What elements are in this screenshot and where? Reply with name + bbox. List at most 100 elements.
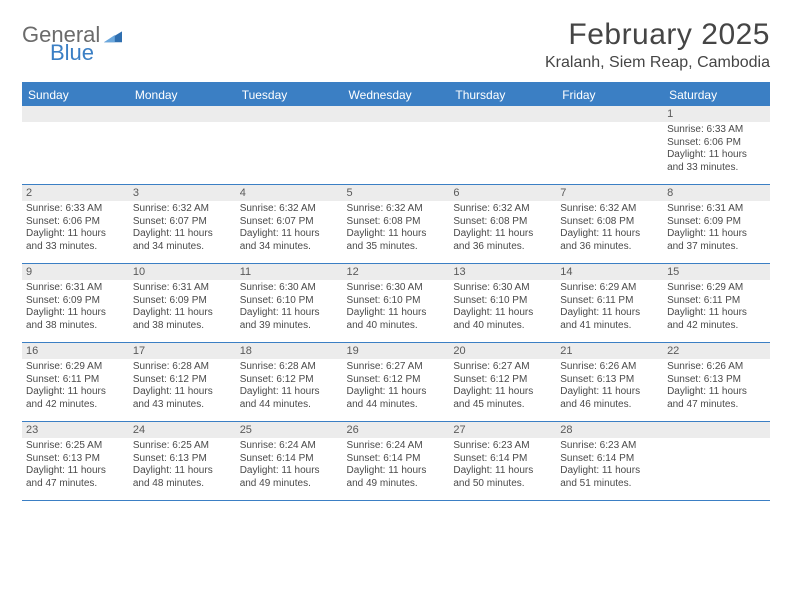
day-number: 8 [663,185,770,201]
calendar-cell: 9Sunrise: 6:31 AMSunset: 6:09 PMDaylight… [22,264,129,343]
calendar-cell: 16Sunrise: 6:29 AMSunset: 6:11 PMDayligh… [22,343,129,422]
daylight-line: Daylight: 11 hours and 49 minutes. [347,465,446,490]
day-details [449,122,556,174]
calendar-cell: 1Sunrise: 6:33 AMSunset: 6:06 PMDaylight… [663,106,770,185]
title-block: February 2025 Kralanh, Siem Reap, Cambod… [545,18,770,72]
day-number: 12 [343,264,450,280]
sunrise-line: Sunrise: 6:30 AM [240,282,339,295]
day-details: Sunrise: 6:32 AMSunset: 6:08 PMDaylight:… [556,201,663,263]
day-number: 11 [236,264,343,280]
daylight-line: Daylight: 11 hours and 41 minutes. [560,307,659,332]
sunrise-line: Sunrise: 6:24 AM [240,440,339,453]
daylight-line: Daylight: 11 hours and 48 minutes. [133,465,232,490]
day-details: Sunrise: 6:27 AMSunset: 6:12 PMDaylight:… [343,359,450,421]
day-details: Sunrise: 6:29 AMSunset: 6:11 PMDaylight:… [556,280,663,342]
day-details: Sunrise: 6:23 AMSunset: 6:14 PMDaylight:… [449,438,556,500]
day-number: 19 [343,343,450,359]
sunrise-line: Sunrise: 6:26 AM [667,361,766,374]
day-number [556,106,663,122]
day-number: 20 [449,343,556,359]
day-number: 28 [556,422,663,438]
day-number: 2 [22,185,129,201]
sunset-line: Sunset: 6:08 PM [347,216,446,229]
day-number: 16 [22,343,129,359]
daylight-line: Daylight: 11 hours and 39 minutes. [240,307,339,332]
day-number: 9 [22,264,129,280]
calendar-row: 9 Sunrise: 6:31 AM Sunset: 6:09 PM Daylight… [22,264,770,343]
logo: GeneralBlue [22,18,124,64]
day-number: 21 [556,343,663,359]
day-header: Thursday [449,83,556,106]
calendar-row: 16Sunrise: 6:29 AMSunset: 6:11 PMDayligh… [22,343,770,422]
daylight-line: Daylight: 11 hours and 33 minutes. [26,228,125,253]
sunset-line: Sunset: 6:14 PM [240,453,339,466]
sunset-line: Sunset: 6:12 PM [240,374,339,387]
calendar-cell: 20Sunrise: 6:27 AMSunset: 6:12 PMDayligh… [449,343,556,422]
day-details: Sunrise: 6:30 AMSunset: 6:10 PMDaylight:… [449,280,556,342]
sunset-line: Sunset: 6:08 PM [453,216,552,229]
day-details: Sunrise: 6:29 AMSunset: 6:11 PMDaylight:… [22,359,129,421]
sunrise-line: Sunrise: 6:30 AM [453,282,552,295]
calendar-cell: 23Sunrise: 6:25 AMSunset: 6:13 PMDayligh… [22,422,129,501]
calendar-table: SundayMondayTuesdayWednesdayThursdayFrid… [22,82,770,501]
calendar-cell-empty [343,106,450,185]
page-title: February 2025 [545,18,770,52]
daylight-line: Daylight: 11 hours and 40 minutes. [347,307,446,332]
sunrise-line: Sunrise: 6:29 AM [667,282,766,295]
sunrise-line: Sunrise: 6:32 AM [133,203,232,216]
day-number: 5 [343,185,450,201]
calendar-cell: 6Sunrise: 6:32 AMSunset: 6:08 PMDaylight… [449,185,556,264]
day-number: 18 [236,343,343,359]
calendar-cell: 24Sunrise: 6:25 AMSunset: 6:13 PMDayligh… [129,422,236,501]
calendar-cell: 25Sunrise: 6:24 AMSunset: 6:14 PMDayligh… [236,422,343,501]
calendar-cell: 7Sunrise: 6:32 AMSunset: 6:08 PMDaylight… [556,185,663,264]
sunset-line: Sunset: 6:12 PM [453,374,552,387]
day-details [236,122,343,174]
daylight-line: Daylight: 11 hours and 50 minutes. [453,465,552,490]
daylight-line: Daylight: 11 hours and 43 minutes. [133,386,232,411]
calendar-cell: 21Sunrise: 6:26 AMSunset: 6:13 PMDayligh… [556,343,663,422]
calendar-cell: 17Sunrise: 6:28 AMSunset: 6:12 PMDayligh… [129,343,236,422]
sunrise-line: Sunrise: 6:33 AM [26,203,125,216]
day-number: 26 [343,422,450,438]
sunrise-line: Sunrise: 6:32 AM [347,203,446,216]
sunset-line: Sunset: 6:09 PM [133,295,232,308]
day-details: Sunrise: 6:33 AMSunset: 6:06 PMDaylight:… [663,122,770,184]
day-number: 4 [236,185,343,201]
sunrise-line: Sunrise: 6:31 AM [667,203,766,216]
daylight-line: Daylight: 11 hours and 44 minutes. [347,386,446,411]
day-details: Sunrise: 6:32 AMSunset: 6:07 PMDaylight:… [129,201,236,263]
daylight-line: Daylight: 11 hours and 34 minutes. [133,228,232,253]
calendar-body: 1Sunrise: 6:33 AMSunset: 6:06 PMDaylight… [22,106,770,501]
day-details: Sunrise: 6:30 AMSunset: 6:10 PMDaylight:… [236,280,343,342]
calendar-row: 1Sunrise: 6:33 AMSunset: 6:06 PMDaylight… [22,106,770,185]
day-number [343,106,450,122]
day-details: Sunrise: 6:28 AMSunset: 6:12 PMDaylight:… [236,359,343,421]
sunrise-line: Sunrise: 6:24 AM [347,440,446,453]
day-number: 6 [449,185,556,201]
day-details: Sunrise: 6:25 AMSunset: 6:13 PMDaylight:… [22,438,129,500]
day-details [663,438,770,490]
sunrise-line: Sunrise: 6:25 AM [26,440,125,453]
daylight-line: Daylight: 11 hours and 49 minutes. [240,465,339,490]
calendar-cell: 22Sunrise: 6:26 AMSunset: 6:13 PMDayligh… [663,343,770,422]
day-number: 23 [22,422,129,438]
daylight-line: Daylight: 11 hours and 36 minutes. [560,228,659,253]
sunrise-line: Sunrise: 6:27 AM [453,361,552,374]
calendar-row: 23Sunrise: 6:25 AMSunset: 6:13 PMDayligh… [22,422,770,501]
sunset-line: Sunset: 6:10 PM [347,295,446,308]
calendar-cell-empty [449,106,556,185]
day-details: Sunrise: 6:30 AMSunset: 6:10 PMDaylight:… [343,280,450,342]
calendar-cell: 5Sunrise: 6:32 AMSunset: 6:08 PMDaylight… [343,185,450,264]
day-details: Sunrise: 6:26 AMSunset: 6:13 PMDaylight:… [556,359,663,421]
day-number: 7 [556,185,663,201]
sunrise-line: Sunrise: 6:31 AM [26,282,125,295]
daylight-line: Daylight: 11 hours and 42 minutes. [26,386,125,411]
sunset-line: Sunset: 6:13 PM [26,453,125,466]
calendar-cell-empty [236,106,343,185]
calendar-cell: 3Sunrise: 6:32 AMSunset: 6:07 PMDaylight… [129,185,236,264]
calendar-header-row: SundayMondayTuesdayWednesdayThursdayFrid… [22,83,770,106]
daylight-line: Daylight: 11 hours and 34 minutes. [240,228,339,253]
calendar-cell: 12Sunrise: 6:30 AMSunset: 6:10 PMDayligh… [343,264,450,343]
logo-text-blue: Blue [50,42,94,64]
